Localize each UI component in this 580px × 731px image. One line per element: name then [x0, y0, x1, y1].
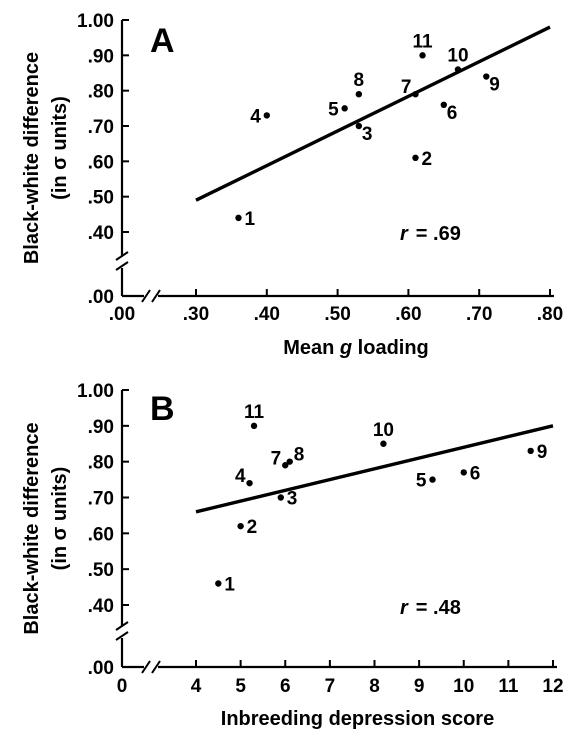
x-axis-break — [141, 660, 161, 674]
data-point — [237, 522, 244, 530]
point-label: 9 — [489, 75, 500, 96]
point-label: 3 — [287, 489, 298, 510]
data-point — [412, 91, 419, 98]
x-tick-label: 4 — [191, 676, 202, 697]
y-axis-subtitle: (in σ units) — [49, 467, 71, 571]
y-tick-label: .50 — [88, 560, 114, 581]
point-label: 2 — [247, 517, 258, 538]
x-tick-label: 8 — [369, 676, 380, 697]
point-label: 7 — [401, 77, 412, 98]
data-point — [215, 580, 222, 587]
y-axis-title: Black-white difference — [21, 52, 43, 264]
y-axis-subtitle: (in σ units) — [49, 96, 71, 200]
data-point — [429, 476, 436, 483]
data-point — [483, 73, 490, 80]
y-axis-title: Black-white difference — [21, 422, 43, 634]
data-point — [286, 458, 293, 465]
point-label: 2 — [421, 149, 432, 170]
data-point — [341, 105, 348, 112]
y-tick-label: 1.00 — [77, 11, 114, 32]
point-label: 4 — [250, 106, 261, 127]
data-point — [246, 479, 253, 487]
y-tick-label: .90 — [88, 417, 114, 438]
y-tick-label: .00 — [88, 658, 114, 679]
point-label: 11 — [244, 402, 265, 423]
x-tick-label: .50 — [324, 304, 350, 325]
y-tick-label: .40 — [88, 223, 114, 244]
x-axis-title: Mean g loading — [283, 337, 429, 359]
x-tick-label: 12 — [542, 676, 563, 697]
data-point — [235, 214, 242, 222]
y-axis-break — [115, 251, 129, 271]
x-tick-label: 5 — [235, 676, 246, 697]
point-label: 7 — [271, 448, 282, 469]
x-axis-break — [141, 289, 161, 303]
point-label: 11 — [413, 31, 434, 52]
x-tick-label: 11 — [498, 676, 519, 697]
x-axis-title: Inbreeding depression score — [221, 708, 494, 730]
point-label: 1 — [244, 209, 255, 230]
y-tick-label: .40 — [88, 596, 114, 617]
data-point — [419, 52, 426, 59]
y-tick-label: .00 — [88, 287, 114, 308]
y-axis-break — [115, 621, 129, 641]
point-label: 3 — [362, 124, 373, 145]
y-tick-label: .60 — [88, 152, 114, 173]
data-point — [282, 462, 289, 469]
data-point — [277, 494, 284, 501]
point-label: 5 — [328, 99, 339, 120]
panel-a: .00 .40 .50 .60 .70 .80 .90 1.00 .00 .30 .40 .50 .60… — [21, 11, 563, 359]
panel-b: .00.40.50.60.70.80.901.000 4 5 6 7 8 9 10 11 12BB… — [21, 381, 564, 730]
point-label: 8 — [354, 70, 365, 91]
point-label: 10 — [447, 45, 468, 66]
x-tick-label: .70 — [466, 304, 492, 325]
point-label: 10 — [373, 420, 394, 441]
point-label: 9 — [537, 442, 548, 463]
data-point — [527, 447, 534, 455]
data-point — [250, 422, 258, 430]
correlation-label: r = .69 — [400, 223, 461, 245]
x-tick-label: 0 — [117, 676, 128, 697]
data-point — [263, 112, 270, 119]
point-label: 6 — [470, 463, 481, 484]
x-tick-label: 9 — [414, 676, 425, 697]
x-tick-label: 6 — [280, 676, 291, 697]
point-label: 8 — [294, 445, 305, 466]
x-tick-label: 7 — [325, 676, 336, 697]
x-tick-label: .00 — [109, 304, 135, 325]
point-label: 1 — [224, 575, 235, 596]
x-tick-label: .30 — [183, 304, 209, 325]
y-tick-label: .60 — [88, 524, 114, 545]
y-tick-label: .80 — [88, 82, 114, 103]
data-point — [355, 91, 363, 98]
regression-line — [195, 25, 551, 202]
y-tick-label: .70 — [88, 489, 114, 510]
correlation-label: r = .48 — [400, 597, 461, 619]
point-label: 4 — [235, 466, 246, 487]
x-tick-label: .40 — [254, 304, 280, 325]
x-tick-label: .80 — [537, 304, 563, 325]
data-point — [454, 66, 462, 73]
y-tick-label: 1.00 — [77, 381, 114, 402]
data-point — [460, 469, 467, 476]
point-label: 6 — [447, 103, 458, 124]
panel-letter: B — [150, 390, 175, 428]
y-tick-label: .90 — [88, 46, 114, 67]
data-point — [355, 122, 363, 130]
data-point — [380, 440, 387, 447]
data-point — [412, 154, 419, 161]
y-tick-label: .50 — [88, 188, 114, 209]
y-tick-label: .70 — [88, 117, 114, 138]
x-tick-label: .60 — [395, 304, 421, 325]
panel-letter: A — [150, 22, 175, 60]
y-tick-label: .80 — [88, 453, 114, 474]
data-point — [440, 101, 447, 109]
regression-line — [195, 424, 554, 514]
point-label: 5 — [416, 471, 427, 492]
x-tick-label: 10 — [453, 676, 474, 697]
